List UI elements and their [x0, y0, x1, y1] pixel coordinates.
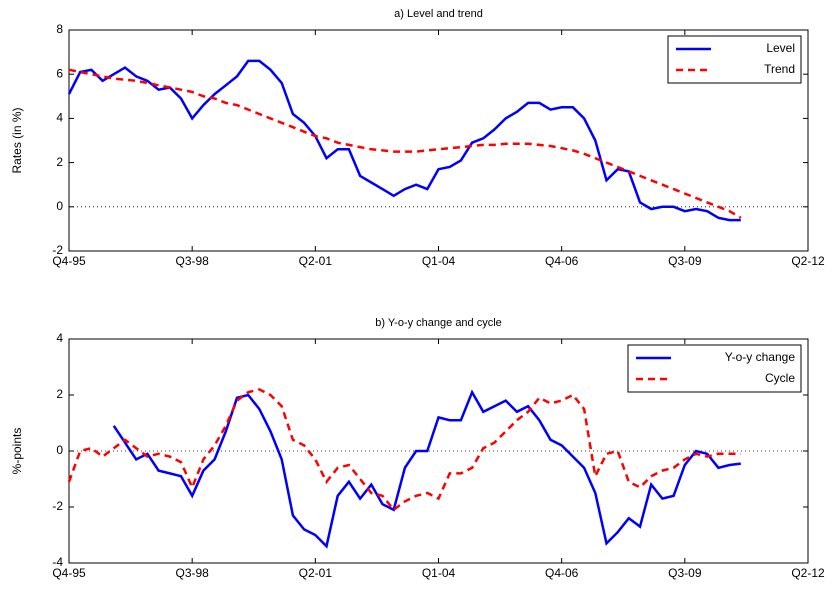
x-tick-label: Q4-06 [545, 254, 579, 268]
series-line [67, 59, 741, 222]
legend-box [667, 35, 802, 84]
series-line [112, 389, 741, 549]
y-tick-label: 4 [56, 331, 63, 345]
legend-label: Cycle [765, 371, 795, 385]
y-tick-label: 0 [56, 199, 63, 213]
legend-label: Trend [764, 62, 795, 76]
y-tick-label: 4 [56, 111, 63, 125]
x-tick-label: Q3-09 [668, 254, 702, 268]
legend-label: Y-o-y change [725, 350, 796, 364]
legend-box [627, 344, 802, 393]
x-tick-label: Q3-09 [668, 566, 702, 580]
x-tick-label: Q4-06 [545, 566, 579, 580]
x-tick-label: Q4-95 [52, 566, 86, 580]
x-tick-label: Q1-04 [422, 566, 456, 580]
series-line [68, 68, 742, 219]
y-tick-label: 8 [56, 22, 63, 36]
x-tick-label: Q4-95 [52, 254, 86, 268]
x-tick-label: Q1-04 [422, 254, 456, 268]
x-tick-label: Q3-98 [175, 254, 209, 268]
y-axis-label: Rates (in %) [10, 107, 24, 173]
x-tick-label: Q3-98 [175, 566, 209, 580]
series-line [67, 388, 741, 512]
y-tick-label: 6 [56, 66, 63, 80]
x-tick-label: Q2-01 [299, 254, 333, 268]
y-tick-label: 2 [56, 387, 63, 401]
y-tick-label: -2 [52, 243, 63, 257]
x-tick-label: Q2-12 [791, 566, 825, 580]
x-tick-label: Q2-01 [299, 566, 333, 580]
y-tick-label: 0 [56, 443, 63, 457]
legend-label: Level [766, 41, 795, 55]
y-tick-label: -4 [52, 555, 63, 569]
chart-title: a) Level and trend [394, 8, 483, 20]
y-axis-label: %-points [10, 428, 24, 475]
chart-title: b) Y-o-y change and cycle [375, 317, 502, 329]
x-tick-label: Q2-12 [791, 254, 825, 268]
y-tick-label: 2 [56, 155, 63, 169]
y-tick-label: -2 [52, 499, 63, 513]
